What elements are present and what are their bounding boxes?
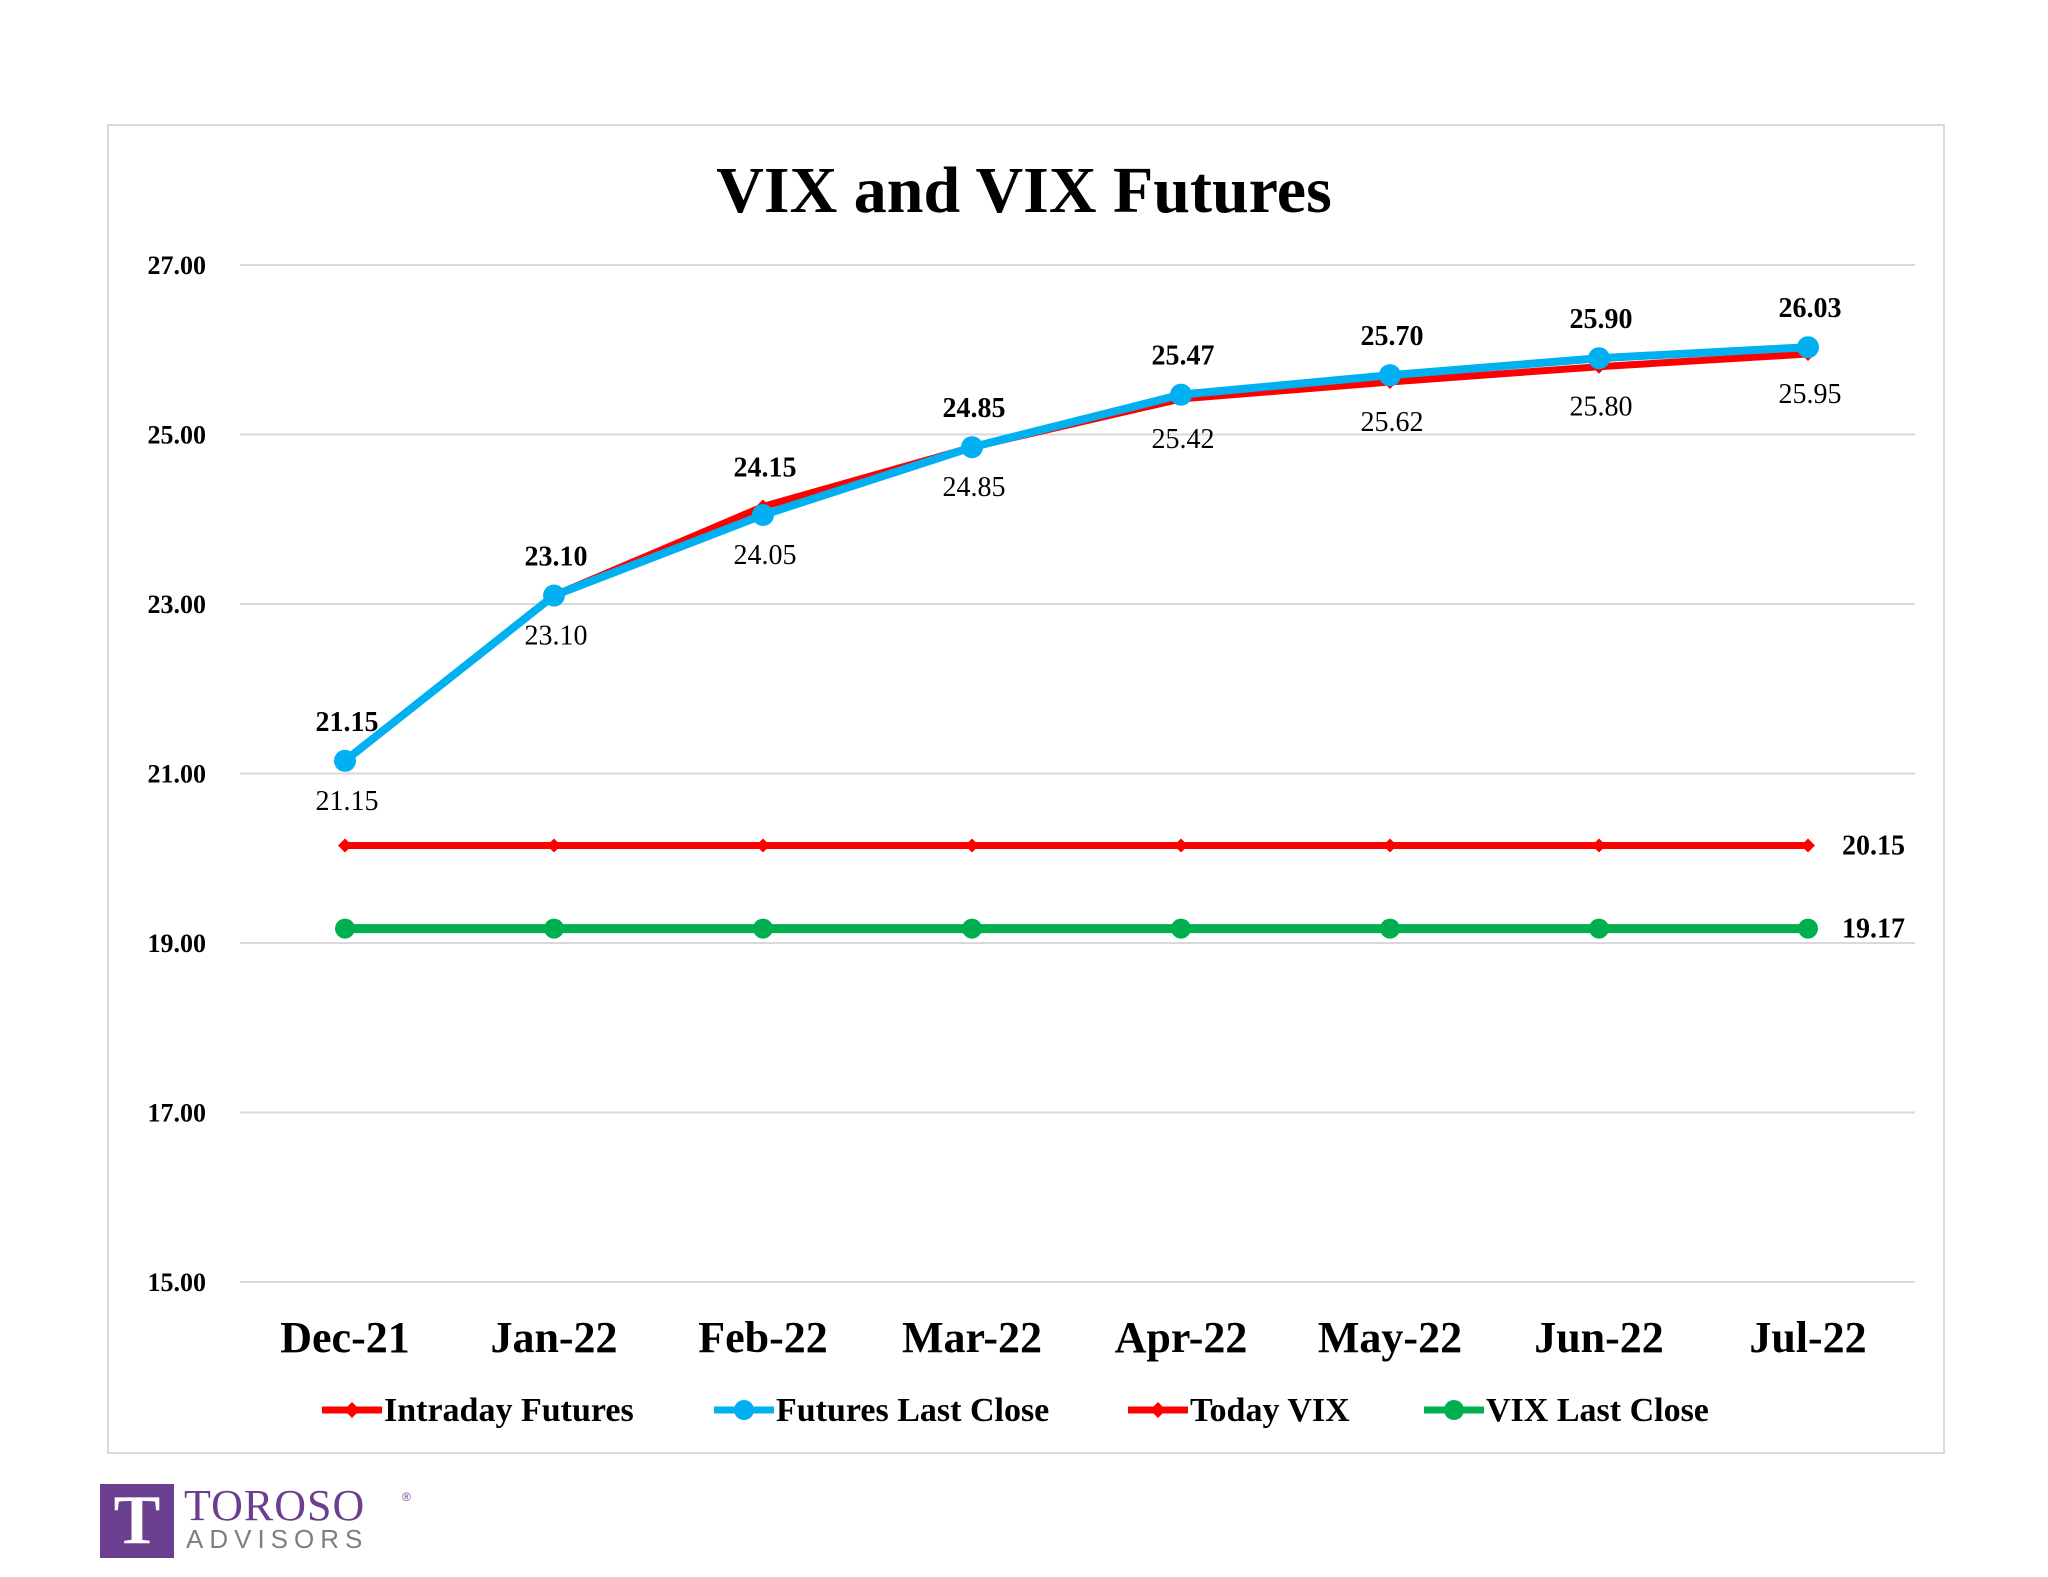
today-vix-point <box>1383 838 1397 853</box>
vix-last-close-point <box>1380 918 1400 939</box>
chart-frame <box>107 124 1945 1454</box>
today-vix-point <box>338 838 352 853</box>
y-tick-label: 17.00 <box>148 1099 207 1128</box>
logo-mark-letter: T <box>113 1482 161 1559</box>
toroso-logo: T TOROSO ® ADVISORS <box>100 1481 430 1558</box>
futures-last-close-point <box>1379 364 1401 387</box>
futures-last-close-point <box>961 436 983 459</box>
futures-last-close-point <box>1588 347 1610 370</box>
logo-name: TOROSO <box>184 1481 366 1530</box>
today-vix-legend-label: Today VIX <box>1190 1392 1350 1429</box>
intraday-futures-data-label: 25.62 <box>1361 407 1424 438</box>
futures-last-close-legend-label: Futures Last Close <box>776 1392 1049 1429</box>
futures-last-close-data-label: 25.70 <box>1361 321 1424 352</box>
vix-last-close-legend-label: VIX Last Close <box>1486 1392 1709 1429</box>
futures-last-close-data-label: 24.05 <box>734 540 797 571</box>
intraday-futures-data-label: 24.15 <box>734 453 797 484</box>
today-vix-legend-marker <box>1150 1402 1166 1418</box>
intraday-futures-data-label: 25.80 <box>1570 392 1633 423</box>
logo-registered: ® <box>402 1490 411 1504</box>
x-tick-label: Jul-22 <box>1749 1313 1866 1362</box>
y-tick-label: 25.00 <box>148 421 207 450</box>
x-tick-label: Jan-22 <box>490 1313 617 1362</box>
x-tick-label: May-22 <box>1318 1313 1462 1362</box>
y-tick-label: 15.00 <box>148 1268 207 1297</box>
vix-last-close-point <box>962 918 982 939</box>
vix-last-close-point <box>1589 918 1609 939</box>
futures-last-close-point <box>334 749 356 772</box>
futures-last-close-point <box>1170 383 1192 406</box>
logo-subtitle: ADVISORS <box>186 1524 369 1554</box>
today-vix-point <box>1801 838 1815 853</box>
today-vix-point <box>1174 838 1188 853</box>
vix-last-close-legend-marker <box>1444 1400 1464 1420</box>
intraday-futures-data-label: 25.42 <box>1152 424 1215 455</box>
futures-last-close-data-label: 24.85 <box>943 393 1006 424</box>
futures-last-close-line <box>342 343 1809 764</box>
x-tick-label: Feb-22 <box>698 1313 828 1362</box>
intraday-futures-data-label: 24.85 <box>943 472 1006 503</box>
intraday-futures-data-label: 25.95 <box>1779 379 1842 410</box>
y-tick-label: 27.00 <box>148 251 207 280</box>
futures-last-close-data-label: 25.47 <box>1152 341 1215 372</box>
x-tick-label: Mar-22 <box>902 1313 1042 1362</box>
x-tick-label: Jun-22 <box>1534 1313 1664 1362</box>
futures-last-close-data-label: 25.90 <box>1570 304 1633 335</box>
futures-last-close-point <box>543 584 565 607</box>
logo-mark: T <box>100 1484 174 1558</box>
intraday-futures-legend-marker <box>344 1402 360 1418</box>
today-vix-point <box>547 838 561 853</box>
today-vix-point <box>756 838 770 853</box>
intraday-futures-data-label: 23.10 <box>525 621 588 652</box>
chart-title: VIX and VIX Futures <box>716 154 1332 227</box>
futures-last-close-data-label: 21.15 <box>316 707 379 738</box>
today-vix-point <box>965 838 979 853</box>
y-tick-label: 21.00 <box>148 760 207 789</box>
vix-last-close-point <box>753 918 773 939</box>
y-tick-label: 23.00 <box>148 590 207 619</box>
vix-last-close-point <box>1798 918 1818 939</box>
futures-last-close-data-label: 26.03 <box>1779 293 1842 324</box>
vix-last-close-data-label: 19.17 <box>1842 914 1905 945</box>
futures-last-close-point <box>1797 336 1819 359</box>
x-tick-label: Dec-21 <box>280 1313 410 1362</box>
futures-last-close-legend-marker <box>734 1400 754 1420</box>
futures-last-close-data-label: 23.10 <box>525 542 588 573</box>
futures-last-close-point <box>752 504 774 527</box>
y-tick-label: 19.00 <box>148 929 207 958</box>
today-vix-point <box>1592 838 1606 853</box>
vix-last-close-point <box>335 918 355 939</box>
intraday-futures-legend-label: Intraday Futures <box>384 1392 634 1429</box>
vix-last-close-point <box>544 918 564 939</box>
today-vix-data-label: 20.15 <box>1842 831 1905 862</box>
intraday-futures-data-label: 21.15 <box>316 786 379 817</box>
vix-last-close-point <box>1171 918 1191 939</box>
x-tick-label: Apr-22 <box>1115 1313 1248 1362</box>
